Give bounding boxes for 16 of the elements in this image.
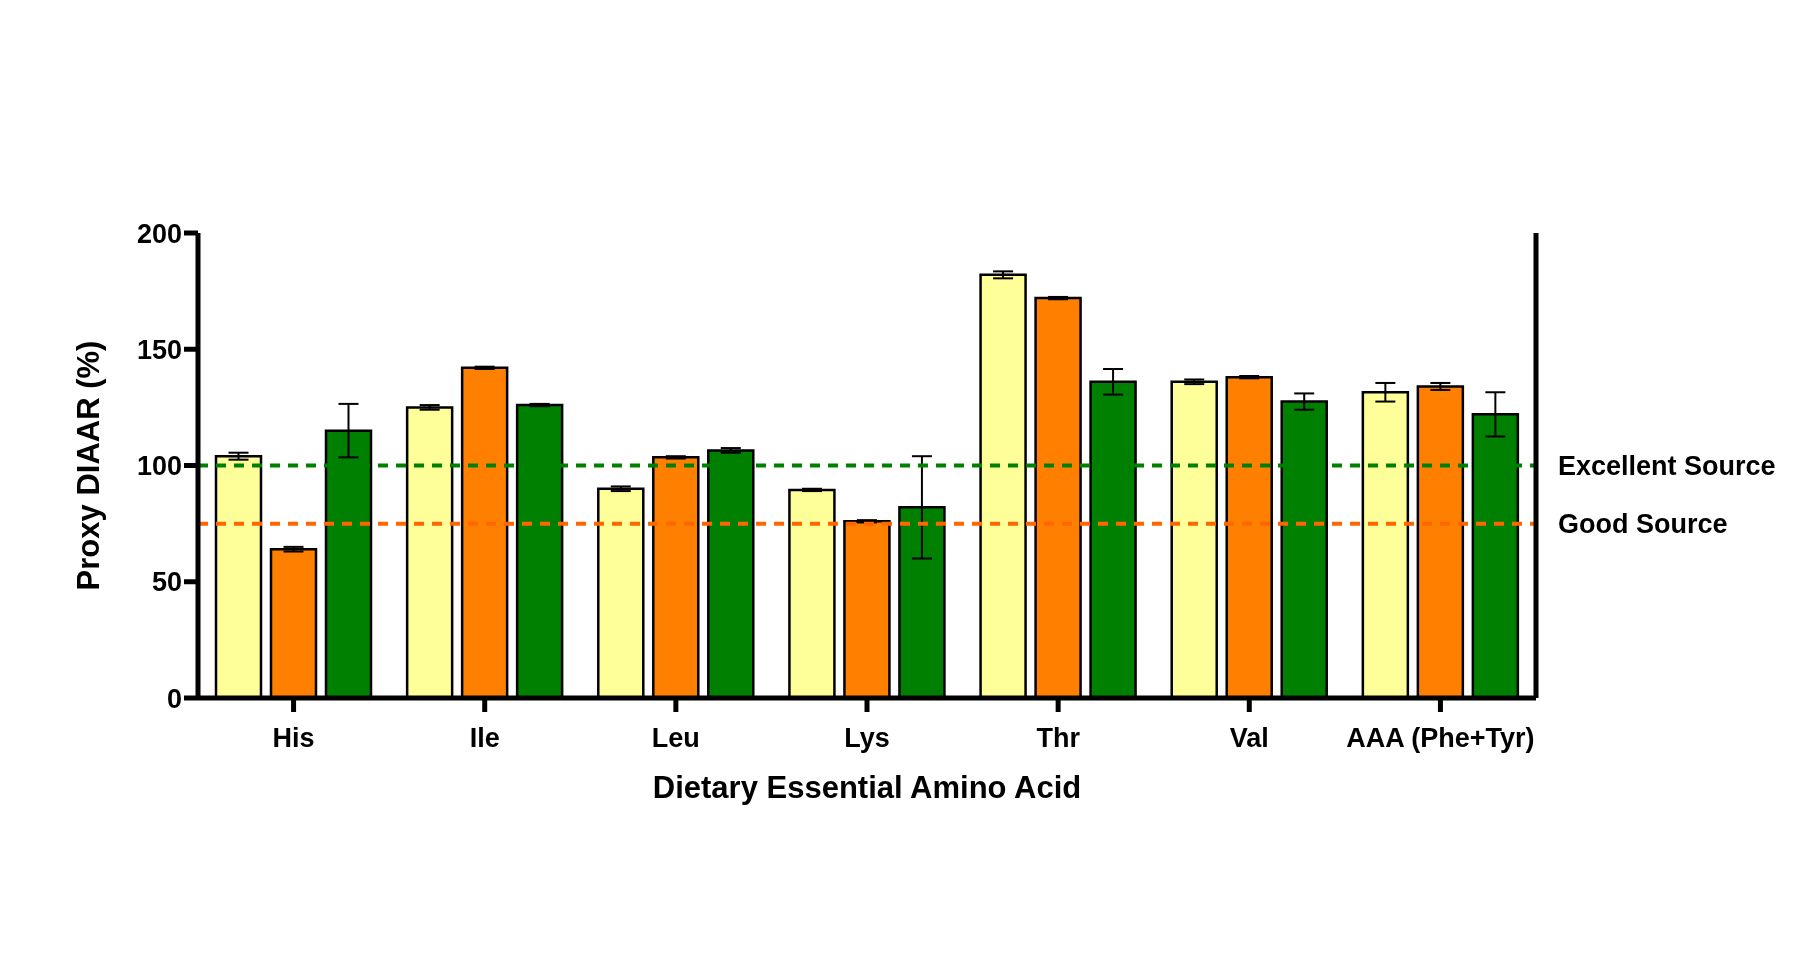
x-tick-label: Thr xyxy=(1036,723,1081,754)
y-tick-label: 100 xyxy=(136,451,182,482)
y-tick-label: 200 xyxy=(136,218,182,249)
ref-line-label: Good Source xyxy=(1558,508,1728,539)
x-tick-label: Ile xyxy=(469,723,500,754)
ref-line-label: Excellent Source xyxy=(1558,450,1776,481)
y-tick-label: 50 xyxy=(151,567,182,598)
x-tick-label: AAA (Phe+Tyr) xyxy=(1346,723,1535,754)
y-tick-label: 0 xyxy=(166,683,182,714)
x-tick-label: His xyxy=(272,723,315,754)
x-tick-label: Lys xyxy=(844,723,890,754)
x-axis-title: Dietary Essential Amino Acid xyxy=(652,770,1082,805)
x-tick-label: Val xyxy=(1229,723,1269,754)
y-axis-title: Proxy DIAAR (%) xyxy=(71,340,107,591)
x-tick-label: Leu xyxy=(651,723,700,754)
y-tick-label: 150 xyxy=(136,334,182,365)
